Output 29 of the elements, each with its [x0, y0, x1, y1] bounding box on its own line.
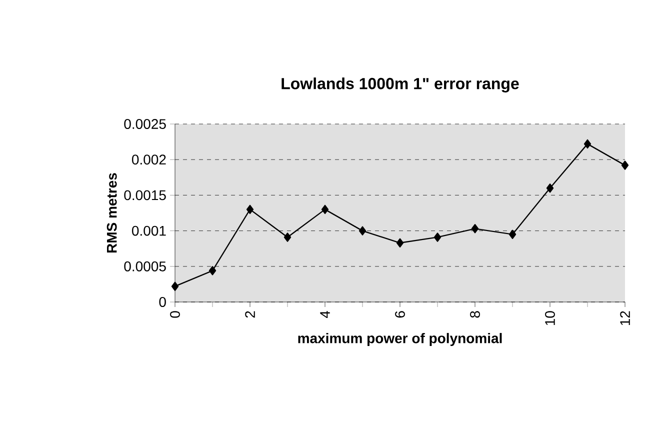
y-tick-label: 0.001 [132, 226, 166, 236]
point [246, 204, 254, 214]
y-axis-title: RMS metres [106, 173, 117, 253]
x-tick-label: 8 [470, 311, 480, 318]
x-axis-title: maximum power of polynomial [298, 332, 502, 346]
y-tick-label: 0 [159, 297, 166, 307]
x-tick-label: 6 [395, 311, 405, 318]
x-tick-label: 10 [545, 311, 555, 326]
point [396, 238, 404, 248]
point [321, 204, 329, 214]
point [284, 232, 292, 242]
point [208, 266, 216, 276]
point [621, 160, 629, 170]
y-tick-label: 0.0015 [124, 190, 166, 200]
y-tick-label: 0.002 [132, 154, 166, 165]
point [508, 230, 516, 239]
point [434, 232, 442, 242]
point [546, 183, 554, 193]
x-tick-label: 0 [170, 311, 180, 318]
x-tick-label: 2 [245, 311, 255, 318]
x-tick-label: 12 [620, 311, 630, 326]
point [584, 139, 592, 149]
point [171, 282, 179, 291]
chart-title: Lowlands 1000m 1" error range [282, 77, 519, 92]
y-tick-label: 0.0025 [124, 119, 166, 129]
point [471, 224, 479, 234]
y-tick-label: 0.0005 [124, 261, 166, 272]
x-tick-label: 4 [320, 310, 330, 318]
point [358, 226, 366, 236]
